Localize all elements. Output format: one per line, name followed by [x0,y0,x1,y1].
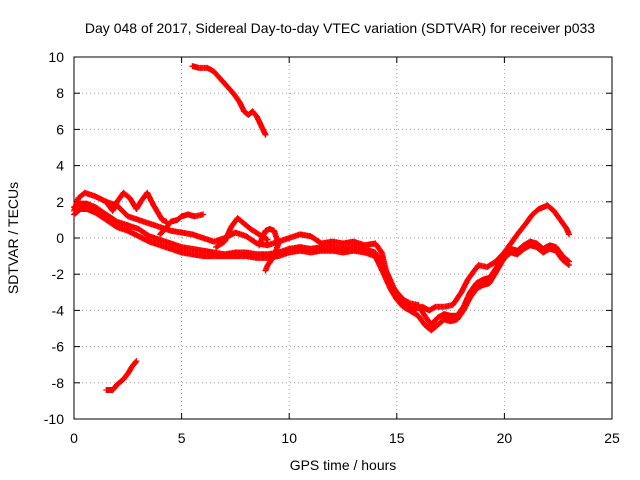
data-series [189,63,269,138]
axis-ticks: 0 5 10 15 20 25 -10 -8 -6 -4 -2 0 2 4 6 8 10 [44,49,620,446]
x-tick-label: 20 [497,430,513,446]
data-point-markers [157,211,207,238]
y-tick-label: -8 [52,375,65,391]
data-point-markers [189,63,269,138]
y-tick-label: 10 [48,49,64,65]
y-tick-label: 2 [56,194,64,210]
x-tick-label: 15 [389,430,405,446]
data-point-markers [103,358,140,393]
y-tick-label: -10 [44,411,64,427]
y-axis-label: SDTVAR / TECUs [5,182,21,294]
y-tick-label: 6 [56,121,64,137]
y-tick-label: -4 [52,302,65,318]
y-tick-label: -2 [52,266,65,282]
y-tick-label: 4 [56,158,64,174]
y-tick-label: 8 [56,85,64,101]
data-layer [71,63,572,393]
data-point-markers [71,206,572,334]
data-series [157,211,207,238]
data-series [103,189,170,225]
y-tick-label: -6 [52,339,65,355]
x-tick-label: 10 [281,430,297,446]
x-tick-label: 5 [178,430,186,446]
x-tick-label: 0 [70,430,78,446]
x-axis-label: GPS time / hours [290,457,397,473]
data-series [71,206,572,334]
data-series [256,225,282,274]
x-tick-label: 25 [604,430,620,446]
y-tick-label: 0 [56,230,64,246]
data-point-markers [256,225,282,274]
data-series [103,358,140,393]
data-point-markers [103,189,170,225]
chart-title: Day 048 of 2017, Sidereal Day-to-day VTE… [85,20,595,36]
